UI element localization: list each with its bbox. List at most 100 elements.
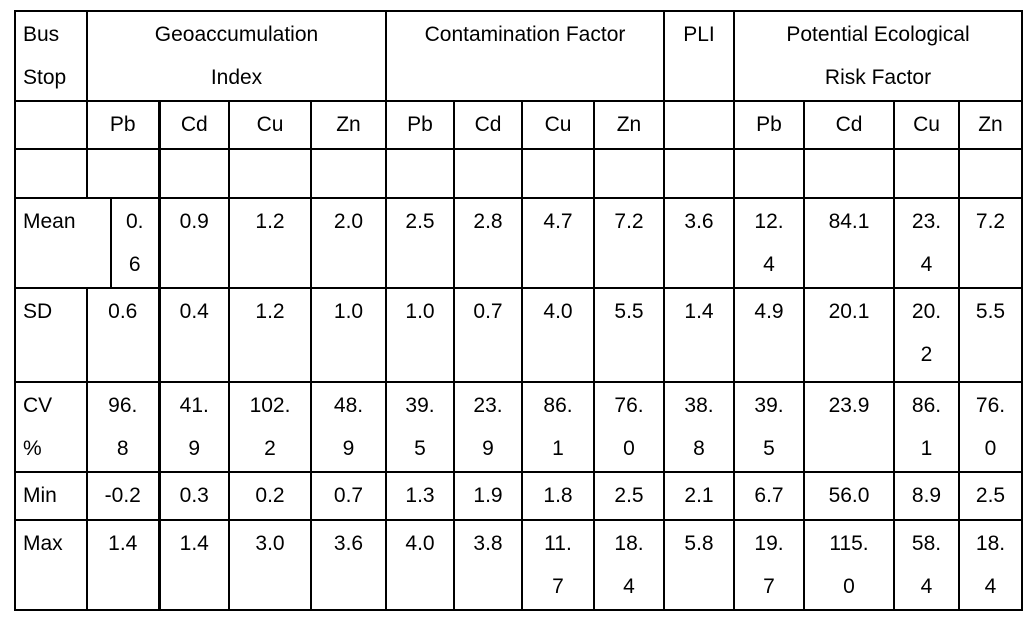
empty-cell [593,148,665,199]
value-cell: 76. 0 [958,381,1023,473]
geoaccumulation-header: Geoaccumulation Index [86,10,387,102]
metal-header-cell: Zn [310,100,387,150]
empty-cell [958,148,1023,199]
cv-row: CV % 96. 8 41. 9 102. 2 48. 9 39. 5 23. … [14,381,1023,473]
value-cell: 2.5 [958,471,1023,521]
value-cell: 3.8 [453,519,523,611]
value-cell: 5.5 [593,287,665,383]
metal-header-cell: Pb [733,100,805,150]
value-cell: 1.3 [385,471,455,521]
row-label-cell: SD [14,287,88,383]
value-cell: 1.4 [663,287,735,383]
value-cell: 86. 1 [893,381,960,473]
value-cell: 0.7 [453,287,523,383]
value-cell: 23.9 [803,381,895,473]
value-cell: 18. 4 [958,519,1023,611]
value-cell: 8.9 [893,471,960,521]
corner-empty-cell [14,100,88,150]
value-cell: 84.1 [803,197,895,289]
value-cell: 115. 0 [803,519,895,611]
max-row: Max 1.4 1.4 3.0 3.6 4.0 3.8 11. 7 18. 4 … [14,519,1023,611]
row-label-cell: Min [14,471,88,521]
value-cell: 0.3 [157,471,230,521]
value-cell: 20.1 [803,287,895,383]
metal-header-cell: Cu [521,100,595,150]
value-cell: 0.2 [228,471,312,521]
empty-cell [453,148,523,199]
contamination-header: Contamination Factor [385,10,665,102]
value-cell: 1.4 [86,519,160,611]
metal-header-cell: Cd [803,100,895,150]
value-cell: 11. 7 [521,519,595,611]
value-cell: 1.0 [385,287,455,383]
value-cell: 6.7 [733,471,805,521]
group-header-row: Bus Stop Geoaccumulation Index Contamina… [14,10,1023,102]
metal-header-cell: Cd [453,100,523,150]
value-cell: 1.2 [228,197,312,289]
value-cell: 19. 7 [733,519,805,611]
value-cell: -0.2 [86,471,160,521]
metal-header-cell: Pb [86,100,160,150]
stats-table: Bus Stop Geoaccumulation Index Contamina… [14,10,1023,611]
mean-row: Mean 0. 6 0.9 1.2 2.0 2.5 2.8 4.7 7.2 3.… [14,197,1023,289]
value-cell: 1.0 [310,287,387,383]
value-cell: 20. 2 [893,287,960,383]
value-cell: 1.9 [453,471,523,521]
value-cell: 2.0 [310,197,387,289]
value-cell: 0.9 [157,197,230,289]
ecological-risk-header: Potential Ecological Risk Factor [733,10,1023,102]
empty-cell [86,148,160,199]
value-cell: 18. 4 [593,519,665,611]
value-cell: 2.5 [385,197,455,289]
value-cell: 0.4 [157,287,230,383]
value-cell: 5.5 [958,287,1023,383]
value-cell: 0. 6 [110,197,160,289]
value-cell: 4.0 [385,519,455,611]
empty-cell [803,148,895,199]
empty-cell [733,148,805,199]
min-row: Min -0.2 0.3 0.2 0.7 1.3 1.9 1.8 2.5 2.1… [14,471,1023,521]
metal-header-cell: Cu [228,100,312,150]
value-cell: 5.8 [663,519,735,611]
value-cell: 12. 4 [733,197,805,289]
sd-row: SD 0.6 0.4 1.2 1.0 1.0 0.7 4.0 5.5 1.4 4… [14,287,1023,383]
metal-header-cell: Cu [893,100,960,150]
value-cell: 58. 4 [893,519,960,611]
row-label-cell: Max [14,519,88,611]
value-cell: 2.8 [453,197,523,289]
value-cell: 2.1 [663,471,735,521]
value-cell: 39. 5 [385,381,455,473]
value-cell: 1.2 [228,287,312,383]
row-label-cell: Mean [14,197,112,289]
metal-header-cell: Zn [593,100,665,150]
value-cell: 2.5 [593,471,665,521]
empty-cell [663,148,735,199]
value-cell: 1.8 [521,471,595,521]
value-cell: 39. 5 [733,381,805,473]
value-cell: 1.4 [157,519,230,611]
empty-cell [228,148,312,199]
value-cell: 7.2 [958,197,1023,289]
metal-header-cell [663,100,735,150]
value-cell: 4.9 [733,287,805,383]
value-cell: 96. 8 [86,381,160,473]
value-cell: 3.6 [310,519,387,611]
value-cell: 3.0 [228,519,312,611]
value-cell: 3.6 [663,197,735,289]
row-label-cell: CV % [14,381,88,473]
value-cell: 23. 4 [893,197,960,289]
value-cell: 86. 1 [521,381,595,473]
value-cell: 4.7 [521,197,595,289]
value-cell: 0.6 [86,287,160,383]
empty-cell [893,148,960,199]
pli-header: PLI [663,10,735,102]
value-cell: 7.2 [593,197,665,289]
metal-header-cell: Pb [385,100,455,150]
spacer-row [14,148,1023,199]
value-cell: 48. 9 [310,381,387,473]
value-cell: 76. 0 [593,381,665,473]
value-cell: 102. 2 [228,381,312,473]
empty-cell [157,148,230,199]
metal-header-cell: Zn [958,100,1023,150]
value-cell: 23. 9 [453,381,523,473]
